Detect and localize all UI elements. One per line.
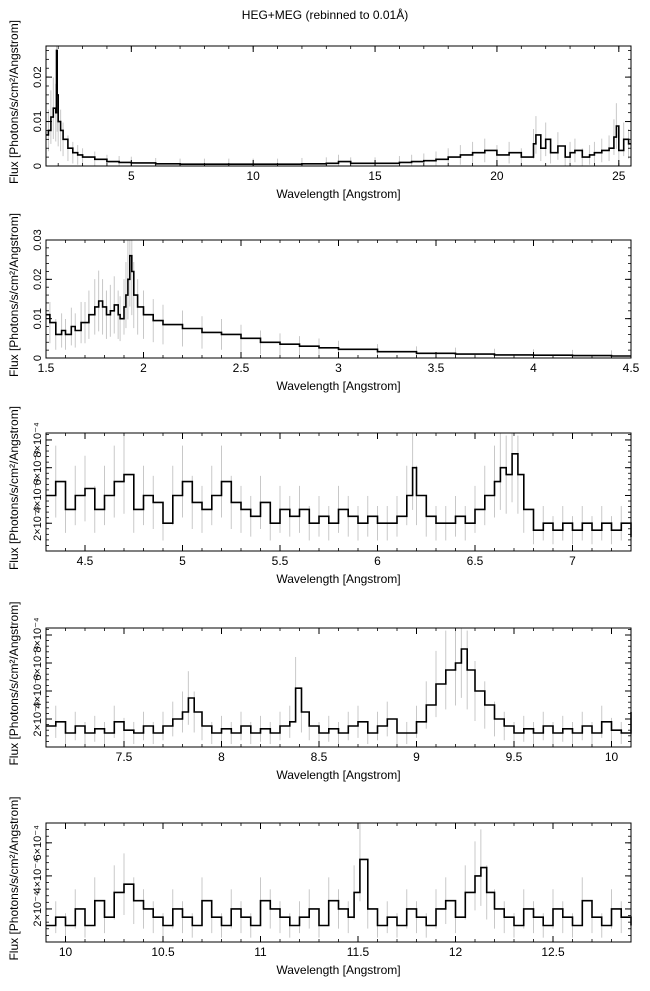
y-axis-label: Flux [Photons/s/cm²/Angstrom] bbox=[7, 213, 21, 377]
spectrum-line bbox=[46, 858, 632, 927]
y-tick-label: 0 bbox=[32, 163, 44, 169]
y-tick-label: 6×10⁻⁴ bbox=[32, 825, 44, 861]
spectrum-line bbox=[46, 648, 632, 734]
spectrum-line bbox=[46, 254, 631, 357]
x-tick-label: 8 bbox=[218, 750, 225, 764]
y-tick-label: 2×10⁻⁴ bbox=[32, 891, 44, 927]
x-tick-label: 9 bbox=[413, 750, 420, 764]
x-axis-label: Wavelength [Angstrom] bbox=[276, 379, 400, 393]
x-tick-label: 5 bbox=[179, 554, 186, 568]
y-tick-label: 0.02 bbox=[32, 66, 44, 87]
y-tick-label: 2×10⁻⁴ bbox=[32, 701, 44, 737]
y-tick-label: 6×10⁻⁴ bbox=[32, 450, 44, 486]
x-tick-label: 3.5 bbox=[428, 361, 445, 375]
x-tick-label: 2 bbox=[140, 361, 147, 375]
x-tick-label: 7 bbox=[569, 554, 576, 568]
panel-1: 5 10 15 20 25 0 0.01 0.02 Wavelength [Angstrom] F… bbox=[7, 20, 632, 201]
y-axis-label: Flux [Photons/s/cm²/Angstrom] bbox=[7, 20, 21, 184]
panel-4: 7.5 8 8.5 9 9.5 10 2×10⁻⁴4×10⁻⁴6×10⁻⁴8×10⁻⁴ Wav… bbox=[7, 601, 632, 782]
y-tick-label: 0.02 bbox=[32, 269, 44, 290]
x-axis-label: Wavelength [Angstrom] bbox=[276, 963, 400, 977]
x-tick-label: 1.5 bbox=[38, 361, 55, 375]
plot-frame bbox=[45, 45, 632, 167]
x-tick-label: 10.5 bbox=[151, 945, 175, 959]
figure-title: HEG+MEG (rebinned to 0.01Å) bbox=[241, 8, 409, 22]
panel-5: 10 10.5 11 11.5 12 12.5 2×10⁻⁴4×10⁻⁴6×10⁻⁴ Wave… bbox=[7, 796, 632, 977]
x-tick-label: 4.5 bbox=[77, 554, 94, 568]
x-tick-label: 2.5 bbox=[233, 361, 250, 375]
x-tick-label: 4.5 bbox=[623, 361, 640, 375]
x-tick-label: 7.5 bbox=[116, 750, 133, 764]
y-tick-label: 0.03 bbox=[32, 229, 44, 250]
x-tick-label: 10 bbox=[59, 945, 73, 959]
y-tick-label: 0.01 bbox=[32, 111, 44, 132]
x-tick-label: 8.5 bbox=[311, 750, 328, 764]
y-axis-label: Flux [Photons/s/cm²/Angstrom] bbox=[7, 601, 21, 765]
x-tick-label: 15 bbox=[368, 169, 382, 183]
y-tick-label: 8×10⁻⁴ bbox=[32, 422, 44, 458]
x-tick-label: 6.5 bbox=[467, 554, 484, 568]
x-tick-label: 3 bbox=[335, 361, 342, 375]
y-tick-label: 0 bbox=[32, 355, 44, 361]
x-tick-label: 9.5 bbox=[506, 750, 523, 764]
x-tick-label: 12.5 bbox=[541, 945, 565, 959]
panel-2: 1.5 2 2.5 3 3.5 4 4.5 0 0.01 0.02 0.03 Wavelength [… bbox=[7, 213, 640, 393]
x-tick-label: 11.5 bbox=[347, 945, 370, 959]
y-tick-label: 2×10⁻⁴ bbox=[32, 505, 44, 541]
y-axis-label: Flux [Photons/s/cm²/Angstrom] bbox=[7, 796, 21, 960]
x-tick-label: 4 bbox=[530, 361, 537, 375]
y-tick-label: 8×10⁻⁴ bbox=[32, 617, 44, 653]
y-tick-label: 0.01 bbox=[32, 308, 44, 329]
y-tick-label: 6×10⁻⁴ bbox=[32, 645, 44, 681]
x-tick-label: 25 bbox=[612, 169, 626, 183]
x-tick-label: 12 bbox=[449, 945, 463, 959]
x-tick-label: 6 bbox=[374, 554, 381, 568]
x-tick-label: 5 bbox=[128, 169, 135, 183]
panel-3: 4.5 5 5.5 6 6.5 7 2×10⁻⁴4×10⁻⁴6×10⁻⁴8×10⁻⁴ Wave… bbox=[7, 406, 632, 586]
x-tick-label: 10 bbox=[605, 750, 619, 764]
y-tick-label: 4×10⁻⁴ bbox=[32, 673, 44, 709]
x-axis-label: Wavelength [Angstrom] bbox=[276, 187, 400, 201]
spectrum-line bbox=[46, 49, 631, 165]
x-tick-label: 5.5 bbox=[272, 554, 289, 568]
y-tick-label: 4×10⁻⁴ bbox=[32, 478, 44, 514]
x-axis-label: Wavelength [Angstrom] bbox=[276, 768, 400, 782]
x-tick-label: 11 bbox=[254, 945, 267, 959]
spectrum-line bbox=[46, 453, 632, 538]
y-axis-label: Flux [Photons/s/cm²/Angstrom] bbox=[7, 406, 21, 570]
x-axis-label: Wavelength [Angstrom] bbox=[276, 572, 400, 586]
y-tick-label: 4×10⁻⁴ bbox=[32, 858, 44, 894]
x-tick-label: 20 bbox=[490, 169, 504, 183]
x-tick-label: 10 bbox=[247, 169, 261, 183]
